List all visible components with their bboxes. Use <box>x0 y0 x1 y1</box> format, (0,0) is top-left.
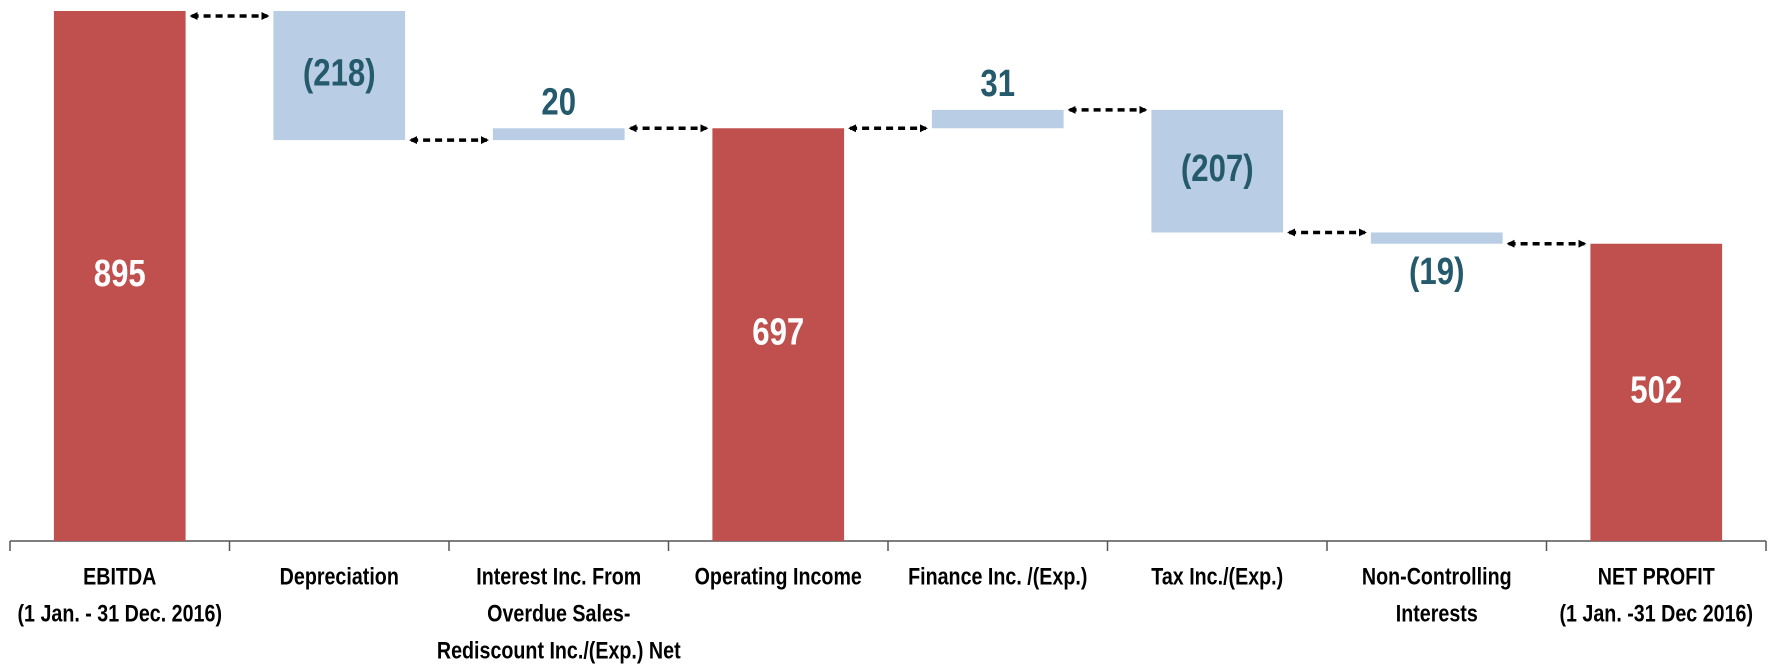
bar <box>273 11 406 141</box>
value-label: (19) <box>1409 251 1464 293</box>
bar <box>931 109 1064 129</box>
x-tick-label: Non-Controlling <box>1362 562 1512 589</box>
value-label: (207) <box>1181 148 1254 190</box>
x-tick-label: NET PROFIT <box>1598 562 1715 589</box>
value-label: 697 <box>752 312 804 354</box>
x-tick-label: Rediscount Inc./(Exp.) Net <box>437 636 681 663</box>
x-tick-label: Interests <box>1396 599 1478 626</box>
x-tick-label: Finance Inc. /(Exp.) <box>908 562 1087 589</box>
value-label: 31 <box>980 63 1015 105</box>
bar <box>1151 109 1284 233</box>
value-label: 20 <box>541 81 576 123</box>
x-tick-label: Tax Inc./(Exp.) <box>1151 562 1283 589</box>
x-tick-label: (1 Jan. -31 Dec 2016) <box>1559 599 1753 626</box>
x-tick-label: Interest Inc. From <box>476 562 641 589</box>
bar <box>1590 243 1723 541</box>
bar <box>492 128 625 141</box>
x-tick-label: Overdue Sales- <box>487 599 630 626</box>
value-label: 502 <box>1630 370 1682 412</box>
x-tick-label: Operating Income <box>695 562 862 589</box>
x-tick-label: (1 Jan. - 31 Dec. 2016) <box>18 599 222 626</box>
bar <box>53 11 186 541</box>
bar <box>1370 232 1503 244</box>
value-label: 895 <box>94 253 146 295</box>
value-label: (218) <box>303 53 376 95</box>
x-tick-label: Depreciation <box>280 562 399 589</box>
bar <box>712 128 845 541</box>
x-tick-label: EBITDA <box>83 562 156 589</box>
